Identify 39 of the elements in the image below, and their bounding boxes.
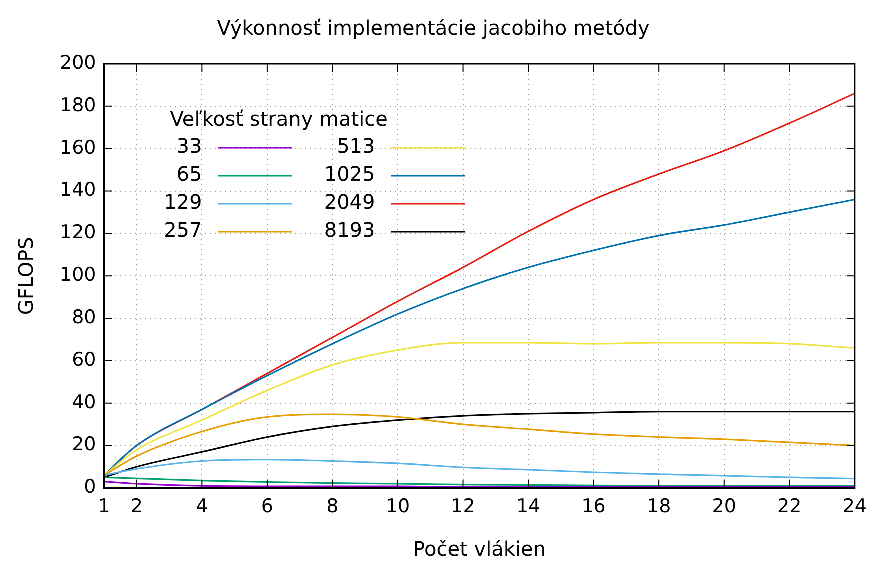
x-tick-label: 4 — [196, 496, 208, 518]
y-axis-title: GFLOPS — [14, 237, 38, 316]
legend-label: 8193 — [324, 218, 376, 242]
y-tick-label: 60 — [72, 348, 96, 371]
x-tick-label: 16 — [582, 496, 606, 518]
x-tick-label: 22 — [778, 496, 802, 518]
y-tick-label: 20 — [72, 434, 96, 456]
legend-label: 33 — [176, 134, 202, 158]
x-tick-label: 2 — [130, 496, 143, 518]
legend-title: Veľkosť strany matice — [170, 107, 388, 132]
y-tick-label: 180 — [60, 94, 96, 116]
legend-label: 257 — [164, 218, 202, 242]
x-tick-label: 20 — [712, 496, 736, 518]
legend-label: 65 — [176, 162, 202, 186]
x-tick-label: 24 — [842, 496, 868, 518]
x-tick-label: 8 — [326, 496, 339, 518]
legend-label: 513 — [337, 134, 376, 158]
y-tick-label: 80 — [72, 306, 96, 328]
x-tick-label: 10 — [386, 496, 410, 518]
line-series — [103, 476, 856, 487]
y-tick-label: 200 — [60, 52, 96, 74]
x-tick-label: 6 — [261, 496, 274, 518]
legend-label: 2049 — [324, 190, 376, 214]
line-series — [103, 342, 856, 476]
legend-label: 1025 — [324, 162, 376, 186]
y-tick-label: 100 — [60, 264, 96, 286]
x-tick-label: 14 — [516, 496, 541, 518]
x-tick-label: 1 — [98, 496, 110, 518]
line-series — [103, 458, 856, 480]
x-axis-title: Počet vlákien — [413, 537, 546, 562]
y-tick-label: 40 — [72, 391, 96, 414]
x-tick-label: 12 — [451, 496, 476, 518]
y-tick-label: 160 — [60, 136, 96, 159]
legend-label: 129 — [164, 190, 202, 214]
y-tick-label: 120 — [60, 222, 96, 244]
y-tick-label: 140 — [60, 179, 96, 202]
x-tick-label: 18 — [646, 496, 672, 518]
chart-title: Výkonnosť implementácie jacobiho metódy — [217, 16, 650, 40]
y-tick-label: 0 — [84, 476, 96, 498]
